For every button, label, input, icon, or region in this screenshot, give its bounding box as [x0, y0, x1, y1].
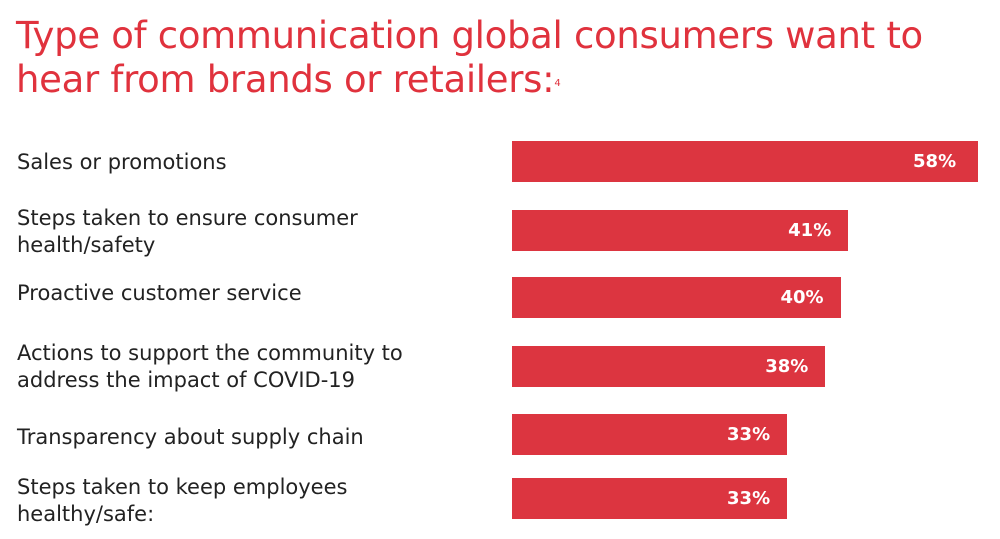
chart-title: Type of communication global consumers w… — [16, 14, 996, 102]
category-label: Steps taken to ensure consumer health/sa… — [17, 206, 358, 257]
bar: 38% — [512, 346, 826, 387]
bar-value-label: 41% — [788, 220, 832, 241]
bar-value-label: 58% — [913, 151, 957, 172]
bar: 33% — [512, 478, 788, 519]
bar-value-label: 40% — [780, 287, 824, 308]
category-label: Sales or promotions — [17, 150, 227, 174]
category-label: Proactive customer service — [17, 281, 302, 305]
footnote-marker: 4 — [554, 78, 561, 89]
category-label: Transparency about supply chain — [17, 425, 364, 449]
bar-value-label: 33% — [727, 424, 771, 445]
bar: 33% — [512, 414, 788, 455]
category-label: Steps taken to keep employees healthy/sa… — [17, 475, 348, 526]
bar: 40% — [512, 277, 841, 318]
category-label: Actions to support the community to addr… — [17, 341, 403, 392]
bar: 58% — [512, 141, 979, 182]
chart-title-text: Type of communication global consumers w… — [16, 14, 923, 101]
bar-value-label: 33% — [727, 488, 771, 509]
bar: 41% — [512, 210, 849, 251]
bar-value-label: 38% — [765, 356, 809, 377]
